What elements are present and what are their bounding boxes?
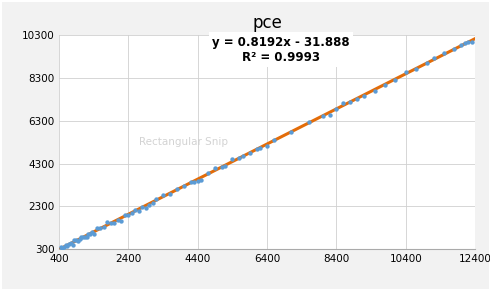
Point <box>166 191 174 196</box>
Point <box>69 242 76 247</box>
Title: pce: pce <box>252 14 282 32</box>
Point <box>81 234 89 239</box>
Point <box>228 157 236 162</box>
Point <box>392 78 399 83</box>
Point <box>413 66 420 71</box>
Point <box>333 107 341 111</box>
Point <box>263 143 271 148</box>
Point <box>135 209 143 213</box>
Point <box>103 220 111 225</box>
Point <box>381 82 389 87</box>
Point <box>197 177 205 182</box>
Point <box>221 163 229 168</box>
Point <box>204 171 212 176</box>
Point <box>187 180 195 184</box>
Point <box>450 47 458 52</box>
Point <box>138 204 146 209</box>
Text: y = 0.8192x - 31.888
R² = 0.9993: y = 0.8192x - 31.888 R² = 0.9993 <box>212 36 350 64</box>
Point <box>62 243 70 248</box>
Point <box>88 230 96 235</box>
Point <box>142 206 149 210</box>
Text: Rectangular Snip: Rectangular Snip <box>139 137 228 147</box>
Point <box>360 94 368 99</box>
Point <box>190 180 198 184</box>
Point <box>90 231 98 236</box>
Point <box>117 218 125 223</box>
Point <box>211 165 219 170</box>
Point <box>75 237 83 242</box>
Point <box>110 221 118 225</box>
Point <box>325 112 333 117</box>
Point <box>97 226 104 231</box>
Point <box>340 101 347 106</box>
Point <box>458 43 466 48</box>
Point <box>67 241 75 246</box>
Point <box>256 146 264 150</box>
Point <box>86 231 94 236</box>
Point <box>465 40 472 45</box>
Point <box>270 137 278 142</box>
Point <box>180 184 188 189</box>
Point <box>423 61 431 65</box>
Point <box>79 235 87 240</box>
Point <box>64 244 72 248</box>
Point <box>194 179 201 184</box>
Point <box>72 238 80 242</box>
Point <box>60 244 68 249</box>
Point <box>371 88 379 93</box>
Point <box>239 154 246 159</box>
Point <box>71 238 78 243</box>
Point <box>402 70 410 74</box>
Point <box>83 235 91 240</box>
Point <box>346 100 354 105</box>
Point <box>253 147 261 152</box>
Point <box>114 218 122 222</box>
Point <box>218 164 226 169</box>
Point <box>121 213 129 217</box>
Point <box>430 56 438 60</box>
Point <box>461 41 469 45</box>
Point <box>93 226 101 231</box>
Point <box>100 225 108 229</box>
Point <box>148 201 156 206</box>
Point <box>84 232 92 236</box>
Point <box>128 211 136 216</box>
Point <box>159 192 167 197</box>
Point <box>131 207 139 212</box>
Point <box>57 244 65 249</box>
Point <box>124 213 132 217</box>
Point <box>173 186 181 191</box>
Point <box>288 130 295 134</box>
Point <box>246 150 254 155</box>
Point <box>65 242 73 246</box>
Point <box>58 246 66 251</box>
Point <box>305 119 313 124</box>
Point <box>440 50 448 55</box>
Point <box>74 238 82 243</box>
Point <box>77 235 85 240</box>
Point <box>235 155 243 160</box>
Point <box>468 40 476 45</box>
Point <box>353 97 361 102</box>
Point <box>145 202 153 207</box>
Point <box>318 114 326 119</box>
Point <box>152 196 160 201</box>
Point <box>107 221 115 226</box>
